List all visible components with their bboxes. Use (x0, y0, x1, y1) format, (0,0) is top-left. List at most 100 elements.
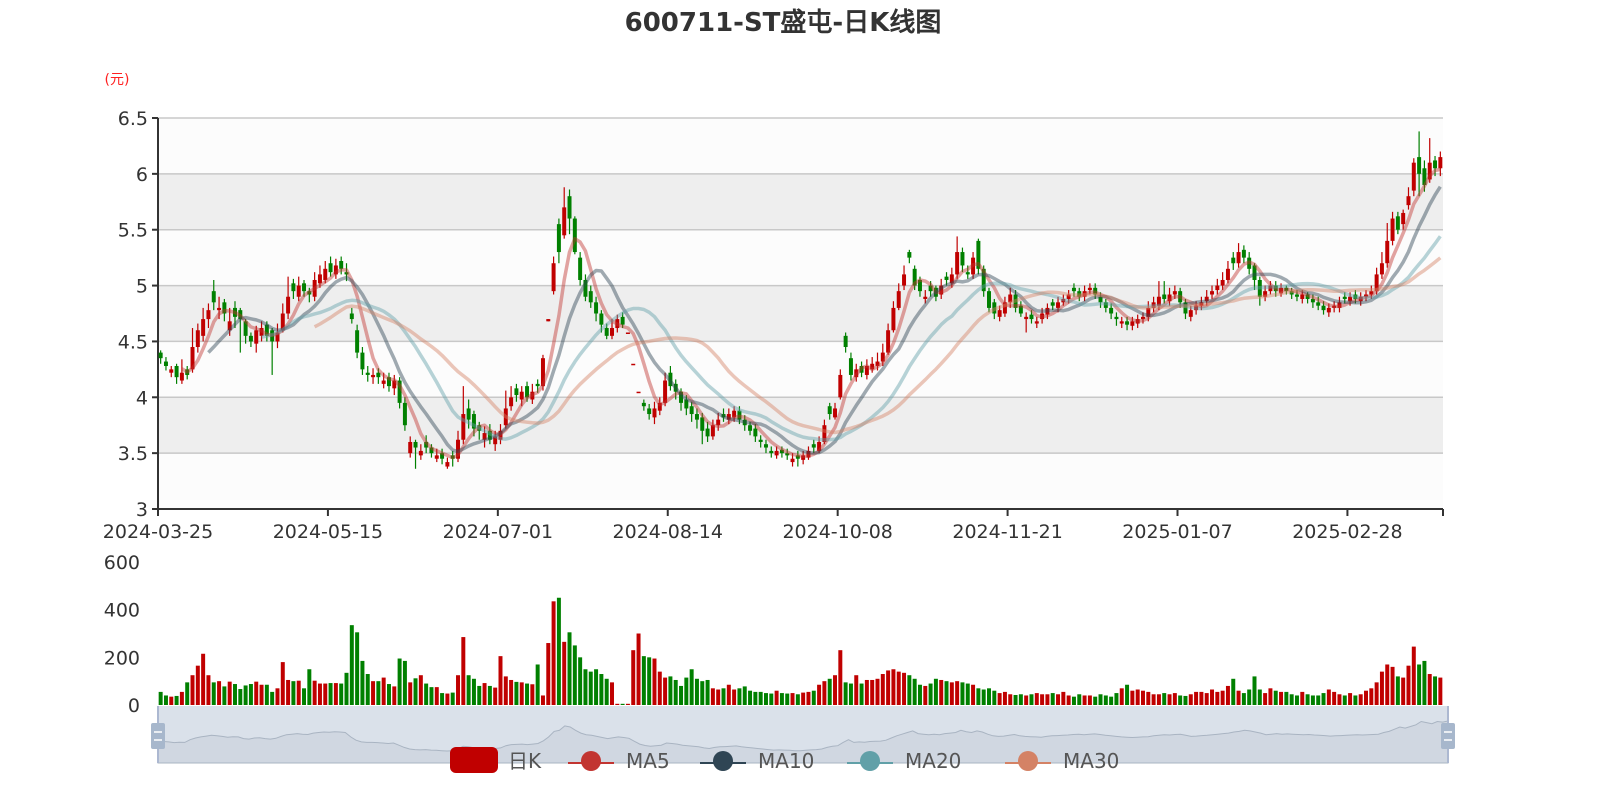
candle (721, 408, 726, 422)
volume-bar (886, 670, 891, 705)
candle-body (1374, 274, 1379, 292)
candle (1119, 316, 1124, 329)
volume-bar (997, 693, 1002, 705)
volume-bar (641, 656, 646, 705)
volume-bar (365, 674, 370, 705)
candle (185, 366, 190, 380)
volume-bar (418, 675, 423, 705)
volume-y-axis: 0 200 400 600 (104, 552, 140, 717)
legend-item-ma5[interactable]: MA5 (568, 749, 670, 773)
volume-bar (248, 684, 253, 705)
candle-body (1151, 302, 1156, 308)
candle (1273, 281, 1278, 297)
volume-bar (1172, 693, 1177, 705)
volume-bar (275, 688, 280, 705)
candle (227, 307, 232, 336)
legend-label: MA10 (758, 749, 814, 773)
candle (604, 323, 609, 340)
candle (594, 296, 599, 322)
candle (461, 386, 466, 445)
volume-bar (689, 669, 694, 705)
volume-bar (556, 597, 561, 705)
candle-body (339, 260, 344, 269)
volume-bar (1103, 695, 1108, 705)
volume-bar (456, 675, 461, 705)
zoom-handle[interactable] (151, 723, 165, 749)
candle (763, 439, 768, 454)
candle-body (753, 428, 758, 437)
legend-label: MA30 (1063, 749, 1119, 773)
zoom-handle[interactable] (1441, 723, 1455, 749)
volume-bar (1204, 693, 1209, 705)
candle-body (360, 352, 365, 370)
candle (1151, 296, 1156, 313)
candle (270, 328, 275, 375)
legend-item-ma10[interactable]: MA10 (700, 749, 814, 773)
candle-body (923, 296, 928, 299)
candle (509, 386, 514, 411)
volume-bar (864, 679, 869, 705)
candle-body (631, 363, 636, 366)
volume-bar (726, 684, 731, 705)
volume-bar (694, 678, 699, 705)
volume-bar (1156, 694, 1161, 705)
volume-bar (1321, 693, 1326, 705)
legend-label: MA5 (626, 749, 670, 773)
candle (620, 312, 625, 329)
candle-body (907, 252, 912, 258)
candle (248, 332, 253, 348)
candle (976, 238, 981, 275)
data-zoom-slider[interactable] (151, 706, 1455, 764)
legend-item-日k[interactable]: 日K (450, 747, 542, 773)
volume-bar (551, 601, 556, 705)
volume-bar (1002, 691, 1007, 705)
candle-body (1369, 291, 1374, 295)
legend: 日K MA5 MA10 MA20 MA30 (450, 747, 1119, 773)
candle-body (1199, 302, 1204, 306)
volume-bar (1077, 694, 1082, 705)
candle (737, 406, 742, 425)
volume-bar (264, 684, 269, 705)
candle (933, 285, 938, 302)
candle-body (997, 310, 1002, 317)
candle-body (424, 441, 429, 448)
volume-bar (859, 683, 864, 705)
candle-body (1008, 294, 1013, 303)
volume-bar (732, 689, 737, 705)
candle (694, 408, 699, 429)
candle (402, 397, 407, 431)
candle-body (891, 307, 896, 331)
candle-body (1247, 257, 1252, 269)
volume-bar (1220, 690, 1225, 705)
legend-item-ma30[interactable]: MA30 (1005, 749, 1119, 773)
x-tick-label: 2024-08-14 (613, 521, 723, 543)
legend-item-ma20[interactable]: MA20 (847, 749, 961, 773)
candle (445, 457, 450, 469)
candle (1236, 243, 1241, 268)
volume-bar (158, 691, 163, 705)
volume-bar (402, 660, 407, 705)
candle (1252, 263, 1257, 291)
candle (1082, 285, 1087, 302)
candle-body (615, 319, 620, 329)
candle (822, 419, 827, 445)
candle (1050, 298, 1055, 311)
candle (1156, 281, 1161, 311)
plot-band (158, 173, 1443, 230)
candle (525, 381, 530, 402)
candle (928, 281, 933, 297)
candle-body (742, 419, 747, 426)
candle-body (466, 408, 471, 420)
candle (275, 323, 280, 349)
candle (1358, 292, 1363, 306)
volume-bar (317, 683, 322, 705)
volume-bar (1119, 688, 1124, 705)
candle (217, 296, 222, 320)
volume-bar (875, 678, 880, 705)
candle (748, 421, 753, 436)
candle-body (286, 296, 291, 314)
volume-bar (540, 695, 545, 705)
candle (163, 357, 168, 371)
candle (1103, 298, 1108, 313)
volume-bar (323, 683, 328, 705)
